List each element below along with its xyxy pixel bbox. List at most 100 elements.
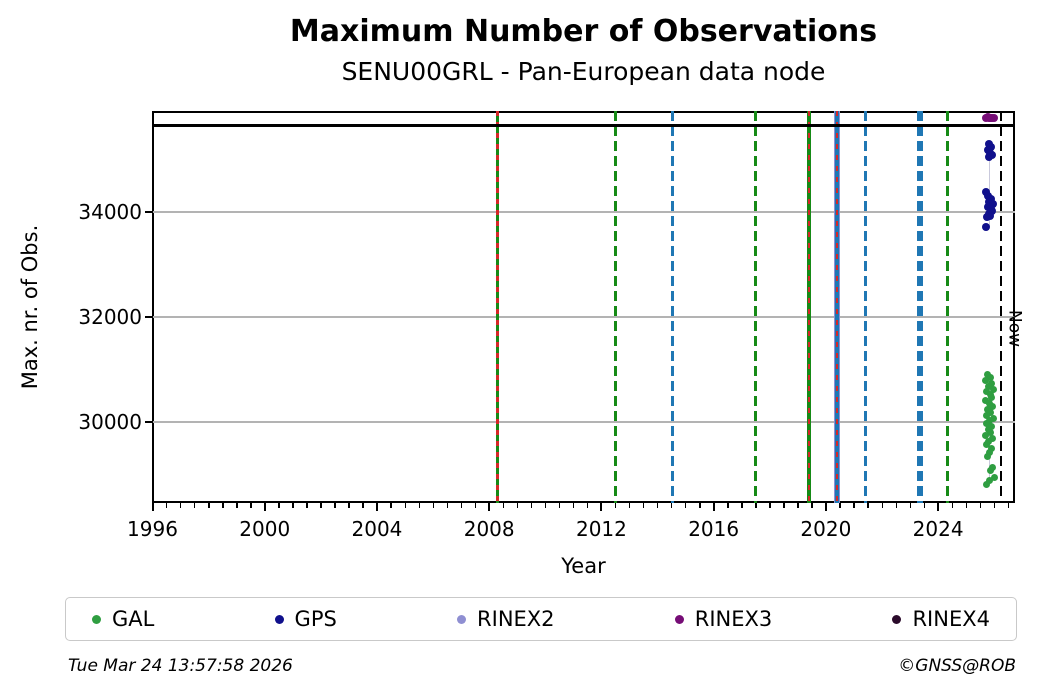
x-minor-tick: [699, 503, 701, 508]
x-minor-tick: [180, 503, 182, 508]
x-minor-tick: [502, 503, 505, 508]
legend-item-gps: GPS: [274, 607, 337, 631]
data-point-gal: [983, 370, 991, 378]
legend-label: RINEX4: [912, 607, 990, 631]
data-point-gal: [982, 411, 990, 419]
data-point-gal: [983, 420, 991, 428]
data-point-gal: [983, 441, 991, 449]
x-minor-tick: [671, 503, 673, 508]
data-point-gps: [988, 200, 997, 209]
data-point-gal: [989, 402, 997, 410]
data-point-gal: [989, 434, 997, 442]
legend-label: GAL: [112, 607, 155, 631]
legend-marker-gps-icon: [274, 614, 284, 624]
y-major-tick: [144, 316, 153, 319]
x-major-tick: [937, 503, 940, 511]
legend-item-rinex3: RINEX3: [674, 607, 772, 631]
x-minor-tick: [166, 503, 168, 508]
x-tick-label: 2020: [800, 517, 852, 541]
x-minor-tick: [390, 503, 392, 508]
x-tick-label: 2000: [239, 517, 291, 541]
x-tick-label: 2004: [351, 517, 403, 541]
data-point-gal: [986, 466, 994, 474]
x-tick-label: 2008: [463, 517, 515, 541]
footer-timestamp: Tue Mar 24 13:57:58 2026: [68, 656, 293, 676]
legend: GAL GPS RINEX2 RINEX3 RINEX4: [65, 597, 1017, 641]
x-minor-tick: [250, 503, 252, 508]
x-major-tick: [600, 503, 603, 511]
x-minor-tick: [643, 503, 645, 508]
x-major-tick: [375, 503, 378, 511]
max-obs-line: [152, 123, 1015, 127]
x-minor-tick: [334, 503, 336, 508]
x-minor-tick: [685, 503, 687, 508]
legend-item-rinex4: RINEX4: [892, 607, 990, 631]
data-point-gal: [985, 477, 993, 485]
x-minor-tick: [895, 503, 897, 508]
legend-marker-rinex3-icon: [674, 614, 684, 624]
x-minor-tick: [278, 503, 280, 508]
x-minor-tick: [530, 503, 533, 508]
data-point-gal: [982, 388, 990, 396]
data-point-gal: [986, 428, 994, 436]
data-point-gps: [982, 213, 991, 222]
x-minor-tick: [586, 503, 589, 508]
x-minor-tick: [236, 503, 238, 508]
x-minor-tick: [348, 503, 350, 508]
series-connector-gps: [989, 143, 991, 227]
event-line: [946, 111, 950, 503]
x-minor-tick: [362, 503, 364, 508]
x-axis-label: Year: [561, 554, 606, 578]
x-minor-tick: [404, 503, 406, 508]
data-point-gal: [985, 382, 993, 390]
data-point-gal: [982, 376, 990, 384]
x-minor-tick: [558, 503, 561, 508]
x-minor-tick: [614, 503, 617, 508]
x-minor-tick: [881, 503, 883, 508]
x-minor-tick: [993, 503, 996, 508]
data-point-gps: [982, 223, 991, 232]
x-minor-tick: [867, 503, 869, 508]
x-minor-tick: [909, 503, 911, 508]
x-minor-tick: [769, 503, 771, 508]
now-line: [999, 111, 1003, 503]
legend-label: RINEX2: [477, 607, 555, 631]
x-minor-tick: [194, 503, 196, 508]
x-minor-tick: [320, 503, 322, 508]
event-line: [835, 111, 839, 503]
legend-marker-rinex4-icon: [892, 614, 902, 624]
x-tick-label: 2012: [575, 517, 627, 541]
event-line: [671, 111, 675, 503]
y-tick-label: 30000: [78, 410, 142, 435]
event-line: [807, 111, 811, 503]
x-minor-tick: [755, 503, 757, 508]
legend-item-gal: GAL: [92, 607, 154, 631]
x-minor-tick: [306, 503, 308, 508]
data-point-gal: [981, 397, 989, 405]
data-point-gal: [989, 414, 997, 422]
x-minor-tick: [516, 503, 519, 508]
data-point-gal: [987, 408, 995, 416]
plot-border: [152, 111, 1015, 503]
event-line: [754, 111, 758, 503]
x-tick-label: 1996: [127, 517, 178, 541]
gridline: [152, 316, 1015, 319]
legend-marker-rinex2-icon: [457, 614, 467, 624]
data-point-gal: [986, 448, 994, 456]
x-minor-tick: [979, 503, 982, 508]
x-major-tick: [263, 503, 266, 511]
event-line: [496, 111, 499, 503]
x-minor-tick: [783, 503, 785, 508]
gridline: [152, 211, 1015, 214]
y-major-tick: [144, 421, 153, 424]
data-point-gps: [984, 153, 993, 162]
x-minor-tick: [628, 503, 631, 508]
x-major-tick: [151, 503, 154, 511]
chart-title: Maximum Number of Observations: [289, 14, 878, 49]
now-label: Now: [1004, 310, 1025, 348]
x-minor-tick: [727, 503, 729, 508]
x-major-tick: [824, 503, 827, 511]
x-minor-tick: [208, 503, 210, 508]
x-minor-tick: [811, 503, 813, 508]
